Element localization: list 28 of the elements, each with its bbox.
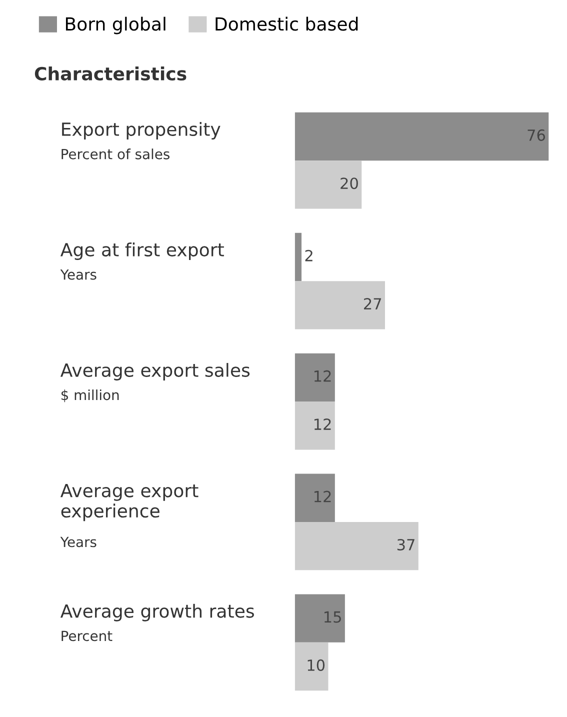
data-label: 37 bbox=[397, 538, 414, 550]
data-label: 20 bbox=[340, 178, 358, 190]
data-label: 10 bbox=[308, 659, 325, 671]
bar bbox=[294, 353, 335, 402]
data-label: 12 bbox=[314, 418, 331, 430]
bar bbox=[294, 160, 362, 209]
data-label: 12 bbox=[314, 370, 331, 382]
y-tick-label: Average export sales $ million bbox=[60, 362, 250, 402]
data-label: 2 bbox=[305, 250, 312, 262]
bar bbox=[294, 232, 302, 282]
legend-label: Domestic based bbox=[216, 16, 358, 31]
data-label: 15 bbox=[324, 611, 341, 623]
data-label: 27 bbox=[364, 298, 382, 310]
data-label: 12 bbox=[314, 490, 331, 502]
bar bbox=[294, 112, 549, 161]
bar bbox=[294, 594, 345, 642]
y-tick-label: Age at first export Years bbox=[60, 242, 224, 280]
bar bbox=[294, 281, 386, 330]
y-axis-title: Characteristics bbox=[34, 66, 186, 81]
legend-label: Born global bbox=[66, 16, 166, 34]
bar bbox=[294, 522, 418, 570]
bar bbox=[294, 402, 335, 450]
y-tick-label: Export propensity Percent of sales bbox=[62, 122, 220, 160]
bar bbox=[294, 642, 328, 691]
y-tick-label: Average growth rates Percent bbox=[60, 604, 254, 642]
y-tick-label: Average export experience Years bbox=[60, 484, 198, 548]
data-label: 76 bbox=[528, 129, 546, 141]
bar bbox=[294, 474, 335, 522]
